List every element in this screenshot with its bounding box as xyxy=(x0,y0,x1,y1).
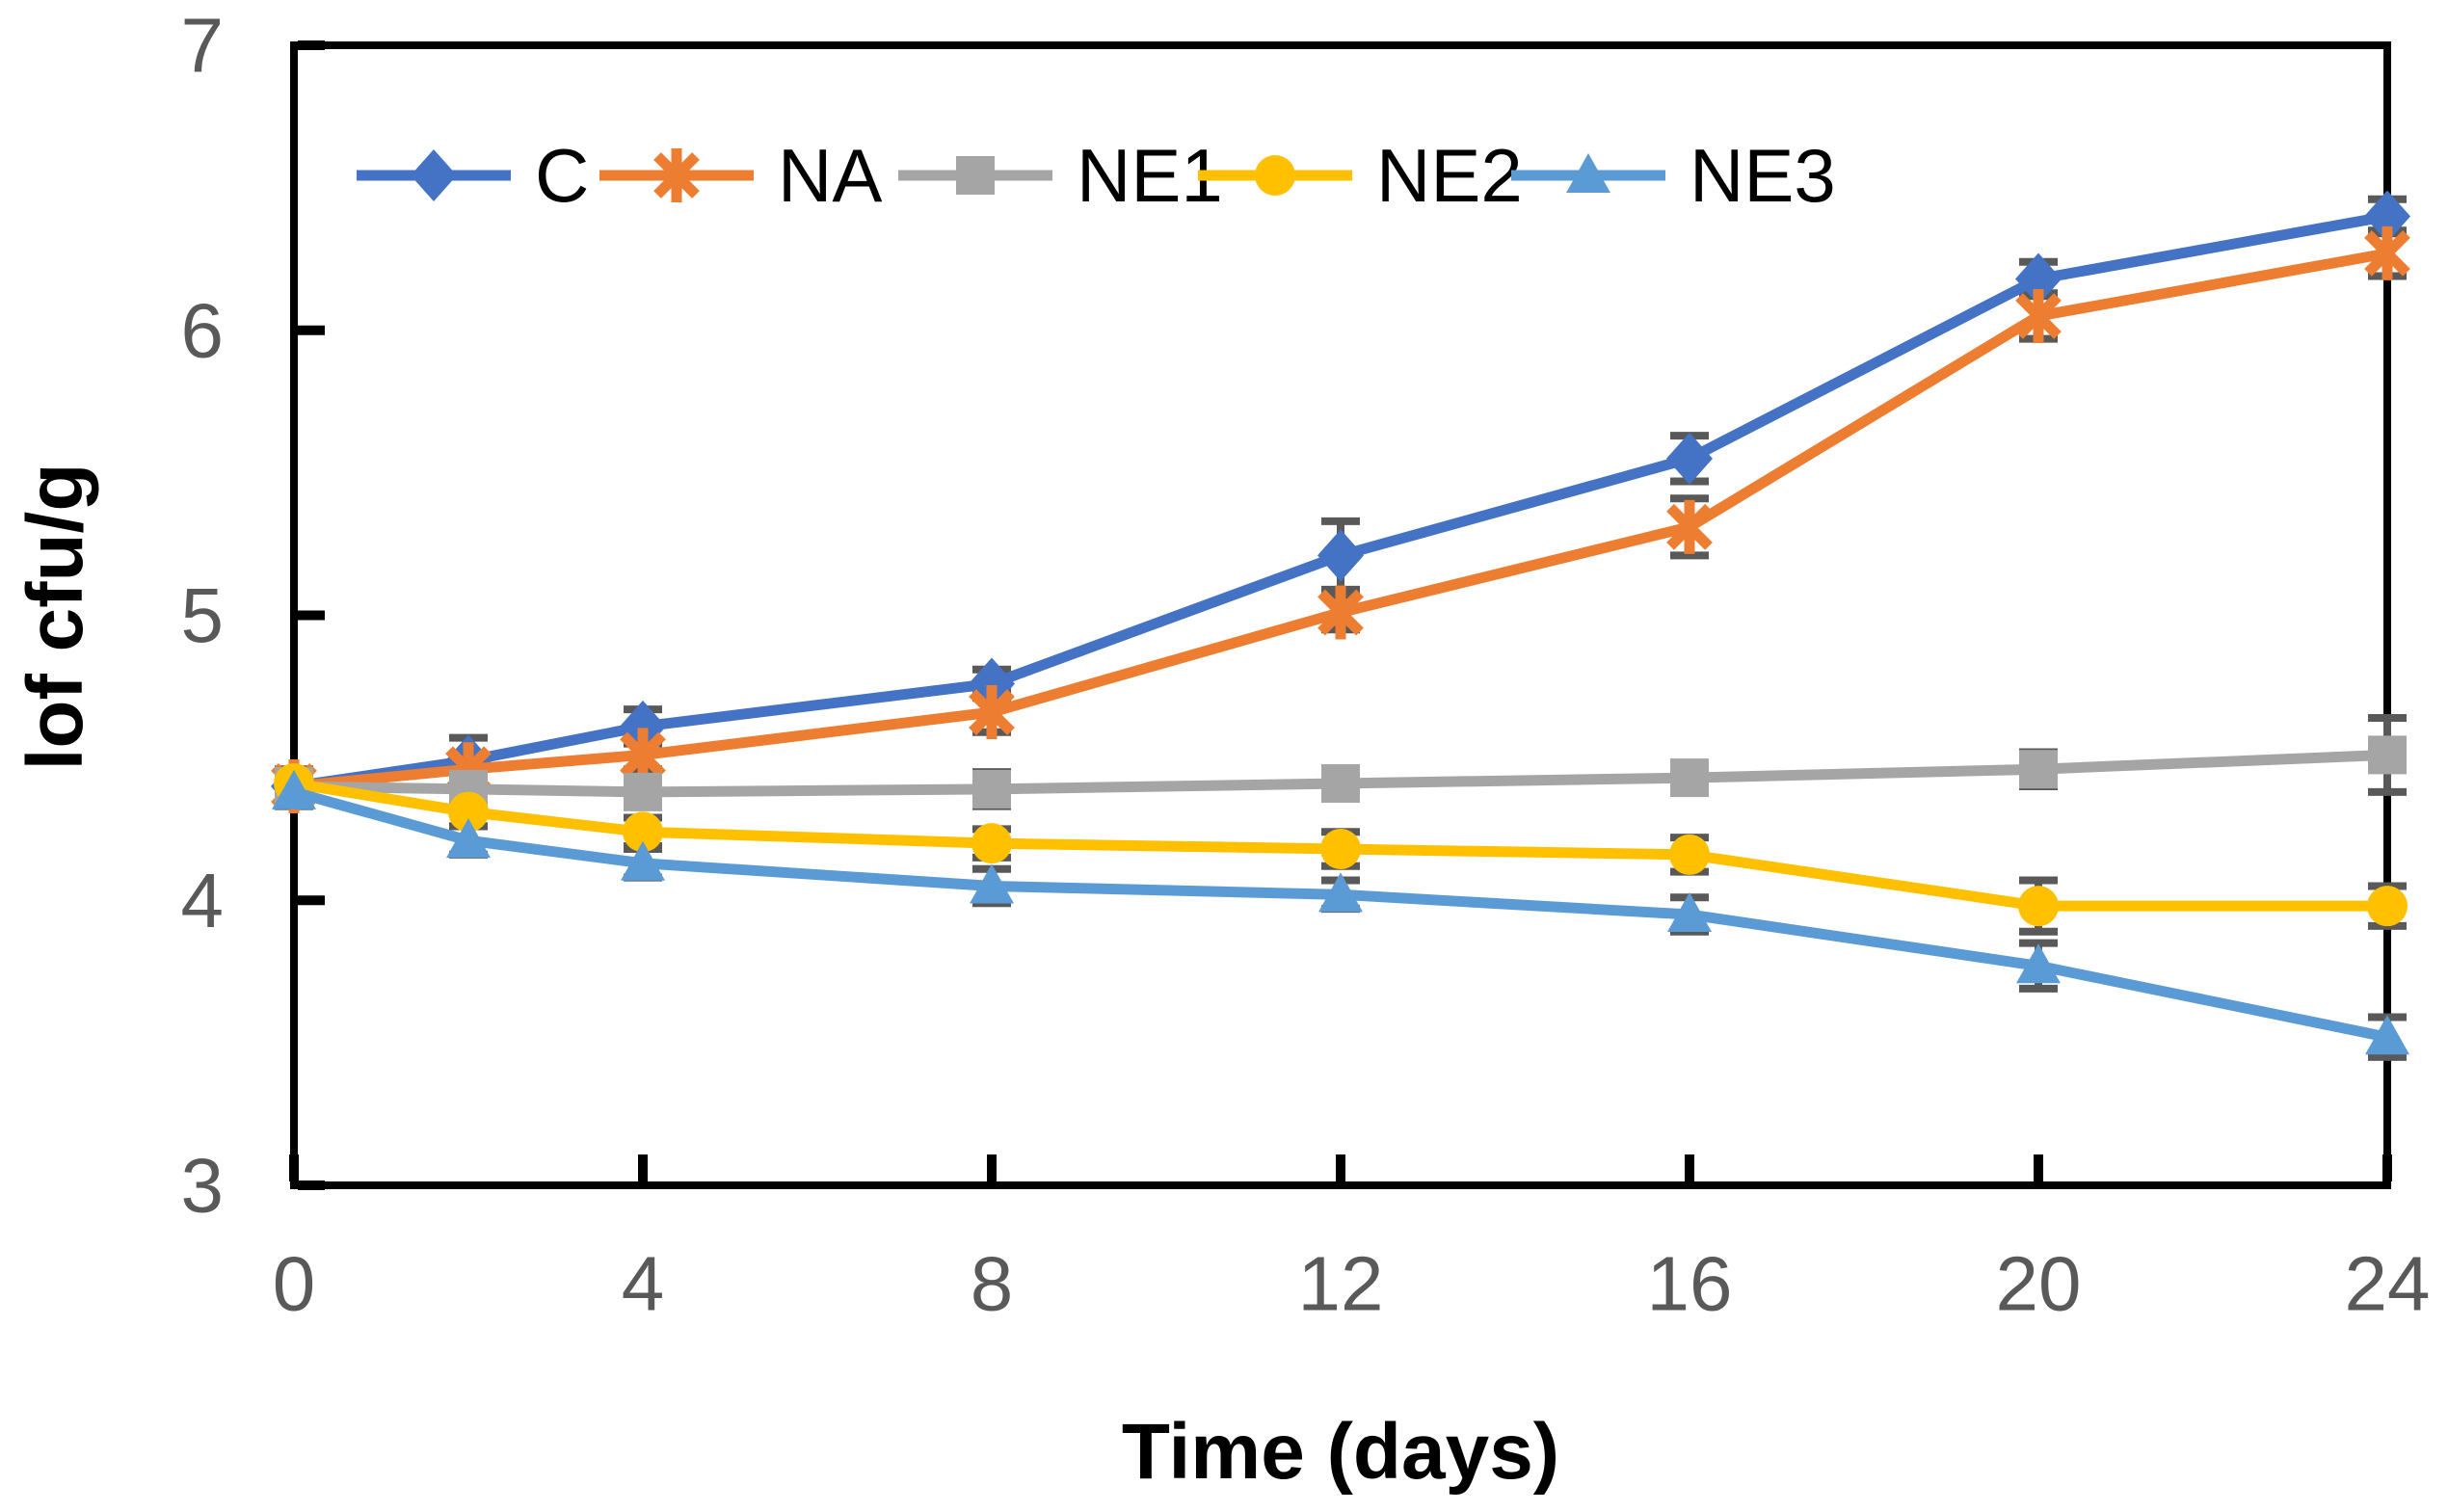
data-point-NE3-12 xyxy=(1318,872,1363,913)
legend-label-C: C xyxy=(535,133,589,218)
series-NE1-markers xyxy=(275,735,2407,811)
x-tick-labels: 0 4 8 12 16 20 24 xyxy=(273,1241,2431,1327)
data-point-NE2-16 xyxy=(1669,834,1710,875)
legend-label-NE3: NE3 xyxy=(1690,133,1836,218)
legend-marker-NE1-icon xyxy=(956,156,995,195)
legend: C NA NE1 NE2 NE3 xyxy=(357,133,1836,218)
data-point-NE1-12 xyxy=(1321,763,1360,803)
x-tick-label-8: 8 xyxy=(971,1241,1014,1327)
series-NE1-path xyxy=(293,749,2388,798)
data-point-NE1-16 xyxy=(1670,758,1709,798)
y-tick-label-3: 3 xyxy=(181,1143,225,1229)
data-point-NE1-4 xyxy=(624,772,662,811)
data-point-C-24 xyxy=(2364,190,2410,243)
x-tick-label-20: 20 xyxy=(1996,1241,2082,1327)
data-point-NE1-20 xyxy=(2019,750,2058,789)
data-point-NE2-20 xyxy=(2018,886,2059,927)
series-NE2-path xyxy=(293,778,2387,912)
legend-marker-C-icon xyxy=(411,149,457,201)
legend-marker-NA-icon xyxy=(653,148,700,202)
x-tick-label-16: 16 xyxy=(1647,1241,1733,1327)
data-point-NE3-2 xyxy=(446,818,491,859)
legend-marker-NE2-icon xyxy=(1255,155,1295,196)
data-point-NA-8 xyxy=(969,685,1015,740)
data-point-NE2-24 xyxy=(2367,886,2408,927)
legend-item-C xyxy=(357,149,511,201)
x-tick-label-4: 4 xyxy=(622,1241,665,1327)
data-point-NE3-4 xyxy=(621,840,665,881)
data-point-NA-16 xyxy=(1666,499,1713,554)
data-point-NE2-8 xyxy=(971,823,1012,864)
x-tick-label-0: 0 xyxy=(273,1241,316,1327)
x-axis-title: Time (days) xyxy=(1121,1408,1560,1496)
data-point-NE3-24 xyxy=(2365,1015,2409,1055)
legend-item-NE3 xyxy=(1511,153,1665,193)
data-point-C-16 xyxy=(1666,432,1713,485)
series-C-line xyxy=(293,211,2388,792)
series-C-path xyxy=(293,211,2388,792)
series-NE3-markers xyxy=(272,769,2409,1055)
data-point-NE3-16 xyxy=(1667,892,1712,933)
y-tick-label-5: 5 xyxy=(181,572,225,658)
legend-label-NE2: NE2 xyxy=(1376,133,1523,218)
series-NE2-line xyxy=(293,778,2387,912)
data-point-NE2-4 xyxy=(623,811,663,853)
y-tick-label-4: 4 xyxy=(181,858,225,943)
y-tick-label-7: 7 xyxy=(181,3,225,89)
x-tick-label-12: 12 xyxy=(1298,1241,1384,1327)
x-tick-label-24: 24 xyxy=(2345,1241,2431,1327)
legend-item-NE2 xyxy=(1198,155,1352,196)
data-point-NE2-2 xyxy=(448,791,489,833)
series-NE1-line xyxy=(293,749,2388,798)
data-point-NE3-20 xyxy=(2016,943,2061,984)
data-point-C-20 xyxy=(2015,252,2062,305)
legend-item-NA xyxy=(599,148,754,202)
y-tick-labels: 3 4 5 6 7 xyxy=(181,3,225,1229)
data-point-NA-12 xyxy=(1317,585,1364,640)
series-C-markers xyxy=(271,190,2410,812)
series-NA-line xyxy=(293,248,2388,792)
series-NA-path xyxy=(293,248,2388,792)
data-point-NA-20 xyxy=(2015,288,2062,343)
data-point-NE1-24 xyxy=(2368,735,2407,775)
data-point-NE1-8 xyxy=(972,769,1011,809)
axis-ticks xyxy=(289,40,2392,1190)
data-point-NE2-12 xyxy=(1320,829,1361,870)
y-axis-title: lof cfu/g xyxy=(12,463,99,771)
data-point-C-12 xyxy=(1317,529,1364,582)
data-point-NE3-8 xyxy=(970,863,1014,904)
series-NE3-path xyxy=(292,786,2389,1043)
legend-item-NE1 xyxy=(898,156,1052,195)
y-tick-label-6: 6 xyxy=(181,287,225,373)
plot-area-border xyxy=(290,41,2391,1189)
series-NE3-line xyxy=(292,786,2389,1043)
legend-label-NA: NA xyxy=(778,133,882,218)
data-point-NE3-0 xyxy=(272,769,316,809)
legend-marker-NE3-icon xyxy=(1566,153,1610,193)
data-point-NA-24 xyxy=(2364,225,2410,280)
